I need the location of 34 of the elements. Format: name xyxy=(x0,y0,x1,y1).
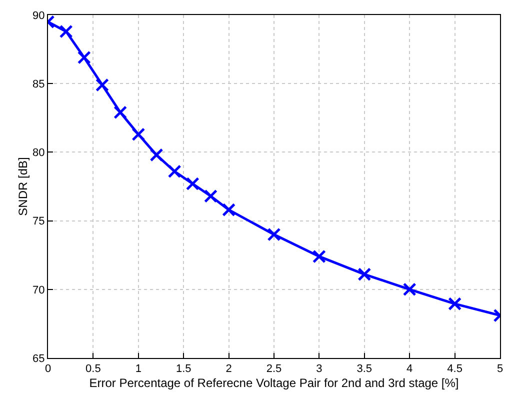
x-tick-label: 3 xyxy=(316,363,322,376)
x-tick-label: 5 xyxy=(496,363,504,376)
y-tick-label: 70 xyxy=(32,284,45,296)
x-tick-label: 4.5 xyxy=(447,363,462,376)
x-tick-label: 4 xyxy=(406,363,413,376)
y-tick-label: 65 xyxy=(32,352,45,365)
y-tick-label: 90 xyxy=(32,10,45,22)
x-tick-label: 0 xyxy=(44,363,52,376)
point xyxy=(222,203,236,217)
y-tick-label: 85 xyxy=(32,78,45,90)
point xyxy=(267,228,281,242)
point xyxy=(150,148,164,162)
point xyxy=(402,282,416,296)
x-tick-label: 0.5 xyxy=(86,363,101,376)
point xyxy=(132,128,146,142)
y-axis-title: SNDR [dB] xyxy=(16,157,30,216)
x-tick-label: 1 xyxy=(135,363,142,376)
point xyxy=(312,250,326,264)
x-axis-title: Error Percentage of Referecne Voltage Pair for 2nd and 3rd stage [%] xyxy=(89,376,459,390)
y-tick-label: 80 xyxy=(32,147,45,160)
point xyxy=(59,24,73,38)
point xyxy=(186,177,200,191)
point xyxy=(204,189,218,203)
x-tick-label: 2 xyxy=(226,363,232,376)
point xyxy=(114,106,128,120)
point xyxy=(95,78,109,92)
point xyxy=(358,268,372,282)
y-tick-label: 75 xyxy=(32,216,45,228)
point xyxy=(168,164,182,178)
point xyxy=(448,297,462,311)
x-tick-label: 3.5 xyxy=(356,363,372,376)
x-tick-label: 1.5 xyxy=(176,363,192,376)
x-tick-label: 2.5 xyxy=(266,363,282,376)
point xyxy=(77,50,91,64)
